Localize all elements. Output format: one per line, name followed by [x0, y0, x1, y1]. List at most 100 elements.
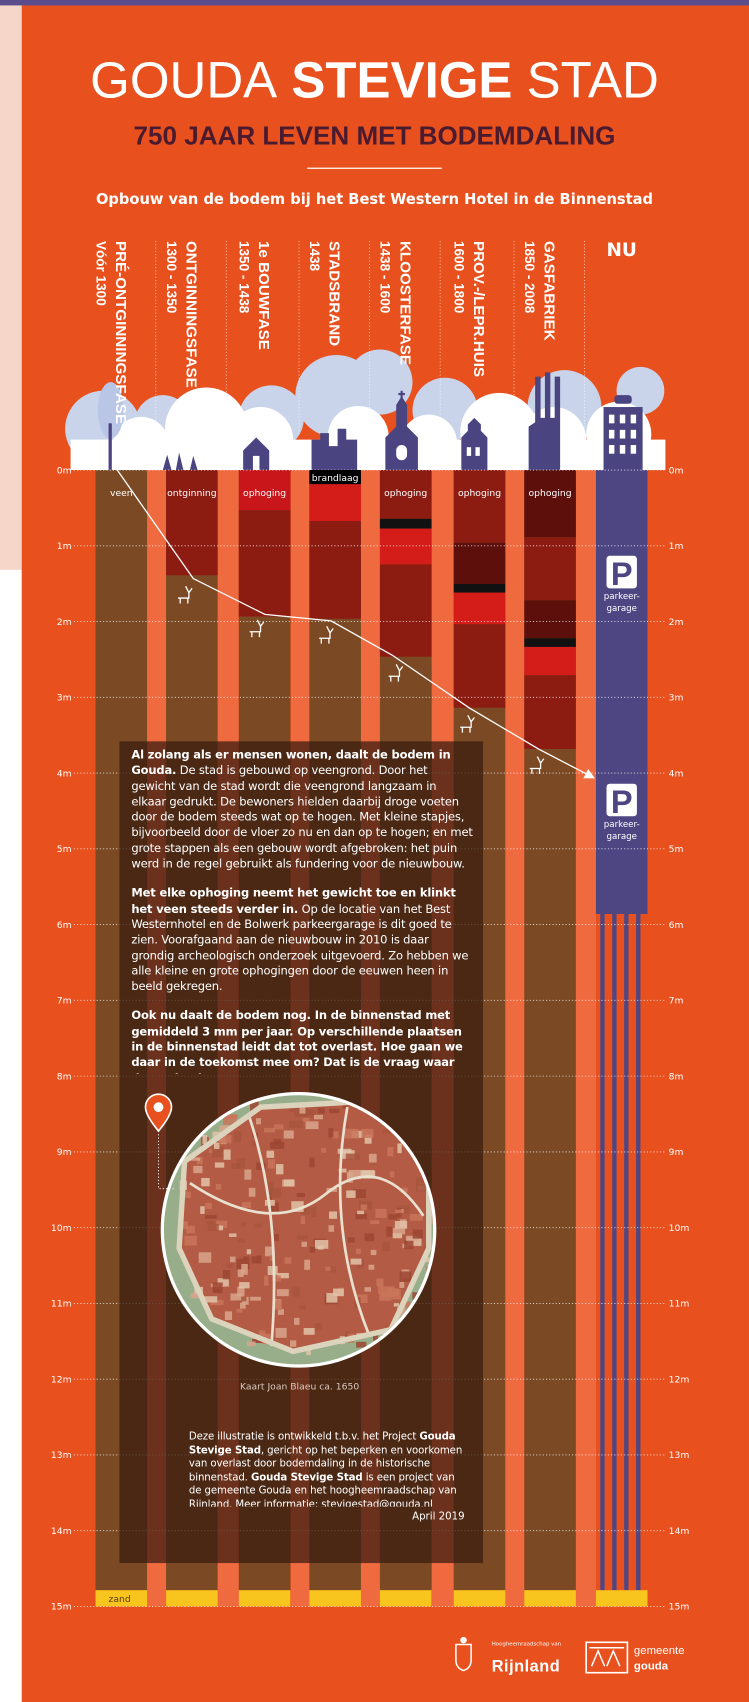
soil-layer: [524, 537, 576, 601]
map-block: [400, 1205, 410, 1215]
map-block: [423, 1257, 431, 1263]
map-block: [263, 1127, 276, 1133]
map-block: [214, 1162, 225, 1168]
phase-period: 1438 - 1600: [378, 241, 393, 313]
map-block: [277, 1272, 289, 1279]
side-strip: [0, 0, 22, 570]
map-block: [212, 1146, 225, 1158]
depth-label: 1m: [57, 541, 72, 552]
map-block: [360, 1170, 375, 1177]
map-block: [400, 1187, 408, 1193]
depth-label: 8m: [57, 1071, 72, 1082]
map-block: [364, 1233, 375, 1242]
map-block: [399, 1281, 405, 1289]
map-block: [355, 1213, 367, 1220]
deer-icon: [249, 619, 265, 638]
soil-layer: [524, 646, 576, 676]
depth-label: 11m: [51, 1299, 72, 1310]
map-block: [370, 1249, 377, 1256]
map-block: [314, 1239, 329, 1249]
credit-segment: Gouda Stevige Stad: [188, 1430, 456, 1457]
map-block: [389, 1171, 395, 1178]
map-block: [331, 1131, 339, 1139]
map-block: [272, 1233, 279, 1241]
rijnland-label: Hoogheemraadschap van: [492, 1642, 561, 1648]
parking-label: parkeer-: [604, 820, 640, 830]
map-block: [407, 1237, 422, 1246]
map-block: [179, 1221, 188, 1230]
depth-label: 2m: [57, 617, 72, 628]
map-block: [416, 1177, 430, 1186]
map-block: [230, 1293, 242, 1301]
map-block: [337, 1148, 352, 1154]
paragraph: Ook nu daalt de bodem nog. In de binnens…: [131, 1009, 473, 1074]
phase-name: 1e BOUWFASE: [255, 241, 272, 350]
soil-layer: [379, 528, 432, 565]
map-block: [345, 1153, 360, 1160]
map-block: [352, 1189, 366, 1199]
map-block: [405, 1301, 411, 1309]
map-block: [267, 1159, 276, 1169]
map-block: [283, 1179, 295, 1187]
depth-label: 6m: [57, 920, 72, 931]
parking-label: garage: [606, 832, 637, 842]
map-block: [314, 1114, 323, 1120]
gouda-name: gouda: [634, 1660, 669, 1672]
phase-name: PRÉ-ONTGINNINGSFASE: [112, 241, 129, 424]
map-block: [404, 1240, 414, 1250]
credit: Deze illustratie is ontwikkeld t.b.v. he…: [189, 1431, 469, 1507]
phase-name: PROV.-/LEPR.HUIS: [470, 241, 487, 377]
sand-label: zand: [109, 1594, 131, 1605]
credit-date: April 2019: [412, 1512, 464, 1523]
map-block: [222, 1270, 231, 1280]
map-block: [229, 1233, 237, 1237]
text-segment: Ook nu daalt de bodem nog. In de binnens…: [131, 1009, 463, 1074]
map-pin: [144, 1093, 173, 1133]
map-block: [386, 1226, 393, 1237]
map-block: [251, 1140, 258, 1147]
rijnland-crest: [455, 1643, 472, 1672]
map-block: [229, 1256, 236, 1263]
map-block: [305, 1121, 319, 1130]
map-block: [394, 1221, 408, 1229]
map-block: [393, 1303, 399, 1307]
map-block: [344, 1128, 359, 1139]
sand-layer: [309, 1590, 361, 1607]
soil-layer: [166, 470, 218, 576]
depth-label: 7m: [669, 996, 684, 1007]
map-block: [321, 1147, 327, 1153]
map-block: [303, 1328, 315, 1335]
map-block: [356, 1341, 367, 1348]
depth-label: 15m: [669, 1602, 690, 1613]
map-block: [301, 1204, 311, 1215]
map-block: [226, 1263, 234, 1268]
depth-label: 7m: [57, 996, 72, 1007]
layer-label: ophoging: [458, 488, 501, 499]
pile: [624, 913, 629, 1591]
depth-label: 5m: [57, 844, 72, 855]
map-block: [283, 1130, 294, 1139]
text-segment: Op de locatie van het Best Westernhotel …: [131, 902, 469, 994]
map-block: [405, 1235, 419, 1241]
map-block: [180, 1191, 191, 1199]
map-caption: Kaart Joan Blaeu ca. 1650: [240, 1381, 359, 1392]
phase-name: GASFABRIEK: [541, 241, 558, 341]
map-block: [310, 1206, 317, 1218]
gouda-crest: [585, 1641, 629, 1674]
map-block: [376, 1278, 384, 1287]
depth-label: 13m: [51, 1450, 72, 1461]
map-block: [294, 1317, 300, 1325]
map-block: [338, 1168, 347, 1173]
map-block: [251, 1256, 262, 1264]
map-block: [395, 1209, 404, 1214]
map-block: [246, 1249, 252, 1255]
map-block: [361, 1128, 374, 1139]
layer-label: ophoging: [529, 488, 572, 499]
map-block: [333, 1288, 344, 1297]
map-block: [193, 1165, 203, 1174]
soil-layer: [379, 518, 432, 529]
layer-label: ophoging: [243, 488, 286, 499]
depth-label: 14m: [51, 1526, 72, 1537]
text-segment: De stad is gebouwd op veengrond. Door he…: [131, 764, 473, 871]
depth-label: 0m: [57, 465, 72, 476]
